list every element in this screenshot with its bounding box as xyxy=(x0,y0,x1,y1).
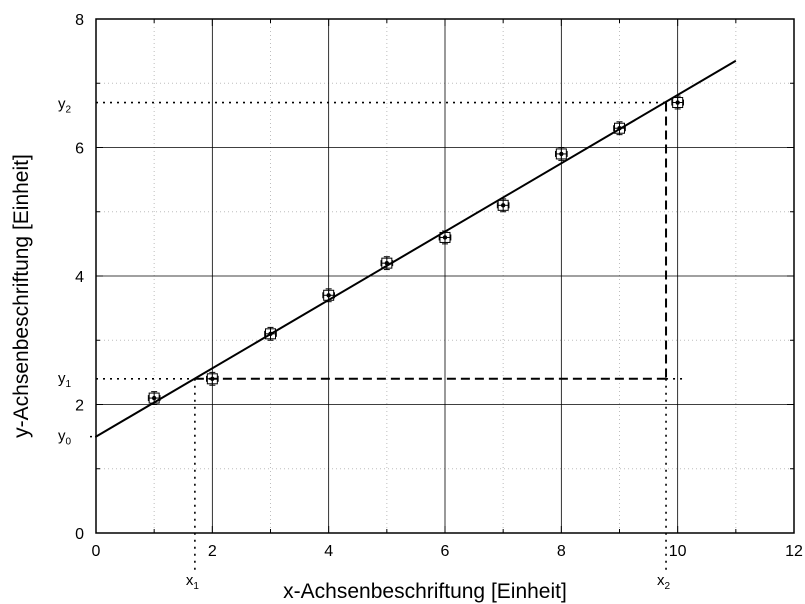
fit-line xyxy=(95,59,737,438)
marker-y1: y1 xyxy=(58,370,72,390)
fit-line-group xyxy=(95,59,737,438)
marker-y1-subscript: 1 xyxy=(66,379,72,390)
y-tick-label: 6 xyxy=(75,141,84,158)
point-dot xyxy=(675,100,680,105)
point-dot xyxy=(151,395,157,401)
data-point xyxy=(438,230,452,245)
x-tick-label: 12 xyxy=(785,543,803,560)
marker-y2-subscript: 2 xyxy=(66,105,72,116)
marker-y0: y0 xyxy=(58,428,72,448)
data-point xyxy=(555,147,568,161)
point-dot xyxy=(500,203,506,208)
x-tick-label: 8 xyxy=(557,543,566,560)
major-grid xyxy=(96,19,794,533)
data-point xyxy=(206,371,219,386)
marker-x1: x1 xyxy=(186,572,200,592)
axis-ticks xyxy=(95,18,795,534)
marker-x2: x2 xyxy=(657,572,671,592)
x-tick-label: 6 xyxy=(441,543,450,560)
x-tick-label: 0 xyxy=(92,543,101,560)
tick-labels: 0 2 4 6 8 10 12 0 2 4 6 8 xyxy=(75,12,803,560)
point-dot xyxy=(442,235,448,240)
guide-lines xyxy=(90,101,684,571)
marker-y2: y2 xyxy=(58,96,72,116)
y-tick-label: 2 xyxy=(75,398,84,415)
marker-labels: y2 y1 y0 x1 x2 xyxy=(58,96,671,592)
marker-x2-subscript: 2 xyxy=(665,581,671,592)
point-dot xyxy=(559,151,564,157)
point-dot xyxy=(210,376,215,381)
x-axis-title: x-Achsenbeschriftung [Einheit] xyxy=(283,580,567,603)
marker-x1-subscript: 1 xyxy=(193,581,199,592)
point-dot xyxy=(326,293,331,298)
x-tick-label: 10 xyxy=(669,543,687,560)
x-tick-label: 2 xyxy=(208,543,217,560)
x-tick-label: 4 xyxy=(324,543,333,560)
y-tick-label: 4 xyxy=(75,269,84,286)
y-tick-label: 0 xyxy=(75,526,84,543)
data-point xyxy=(264,326,277,341)
data-point xyxy=(380,256,394,271)
marker-y0-subscript: 0 xyxy=(66,437,72,448)
data-point xyxy=(671,95,684,110)
y-tick-label: 8 xyxy=(75,12,84,29)
y-axis-title: y-Achsenbeschriftung [Einheit] xyxy=(10,154,33,438)
